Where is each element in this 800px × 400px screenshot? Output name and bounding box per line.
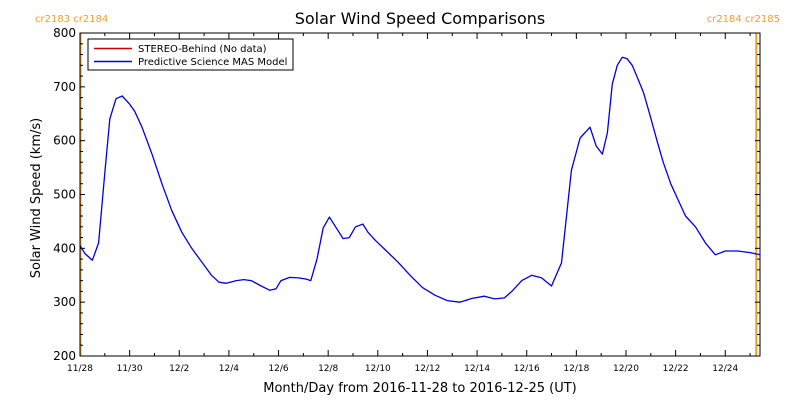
x-tick-label: 12/12 <box>414 364 440 374</box>
legend: STEREO-Behind (No data) Predictive Scien… <box>87 38 294 71</box>
y-axis-label: Solar Wind Speed (km/s) <box>29 118 44 278</box>
x-tick-label: 12/20 <box>613 364 639 374</box>
y-tick-label: 400 <box>53 241 76 255</box>
legend-label-stereo-behind: STEREO-Behind (No data) <box>138 44 267 55</box>
legend-label-mas-model: Predictive Science MAS Model <box>138 57 287 68</box>
y-tick-label: 500 <box>53 188 76 202</box>
x-tick-label: 12/24 <box>712 364 738 374</box>
x-tick-label: 11/28 <box>67 364 93 374</box>
y-tick-label: 600 <box>53 134 76 148</box>
axis-ticks: 200 300 400 500 600 700 800 11/28 11/30 12/2 12/4 1… <box>53 26 760 374</box>
carrington-marker-label: cr2183 cr2184 <box>35 14 108 25</box>
y-tick-label: 300 <box>53 295 76 309</box>
plot-frame <box>79 32 761 357</box>
x-tick-label: 12/22 <box>663 364 689 374</box>
x-axis-label: Month/Day from 2016-11-28 to 2016-12-25 … <box>263 381 576 396</box>
x-tick-label: 12/14 <box>464 364 490 374</box>
x-tick-label: 12/10 <box>365 364 391 374</box>
x-tick-label: 12/2 <box>169 364 189 374</box>
series-layer <box>79 56 761 303</box>
series-line-mas-model <box>79 56 761 303</box>
carrington-marker-label: cr2184 cr2185 <box>707 14 780 25</box>
y-tick-label: 700 <box>53 80 76 94</box>
x-tick-label: 12/4 <box>219 364 239 374</box>
x-tick-label: 12/16 <box>514 364 540 374</box>
x-tick-label: 12/6 <box>268 364 288 374</box>
legend-box <box>87 38 294 71</box>
chart-title: Solar Wind Speed Comparisons <box>295 9 546 28</box>
x-tick-label: 12/8 <box>318 364 338 374</box>
x-tick-label: 11/30 <box>117 364 143 374</box>
y-tick-label: 200 <box>53 349 76 363</box>
y-tick-label: 800 <box>53 26 76 40</box>
x-tick-label: 12/18 <box>563 364 589 374</box>
